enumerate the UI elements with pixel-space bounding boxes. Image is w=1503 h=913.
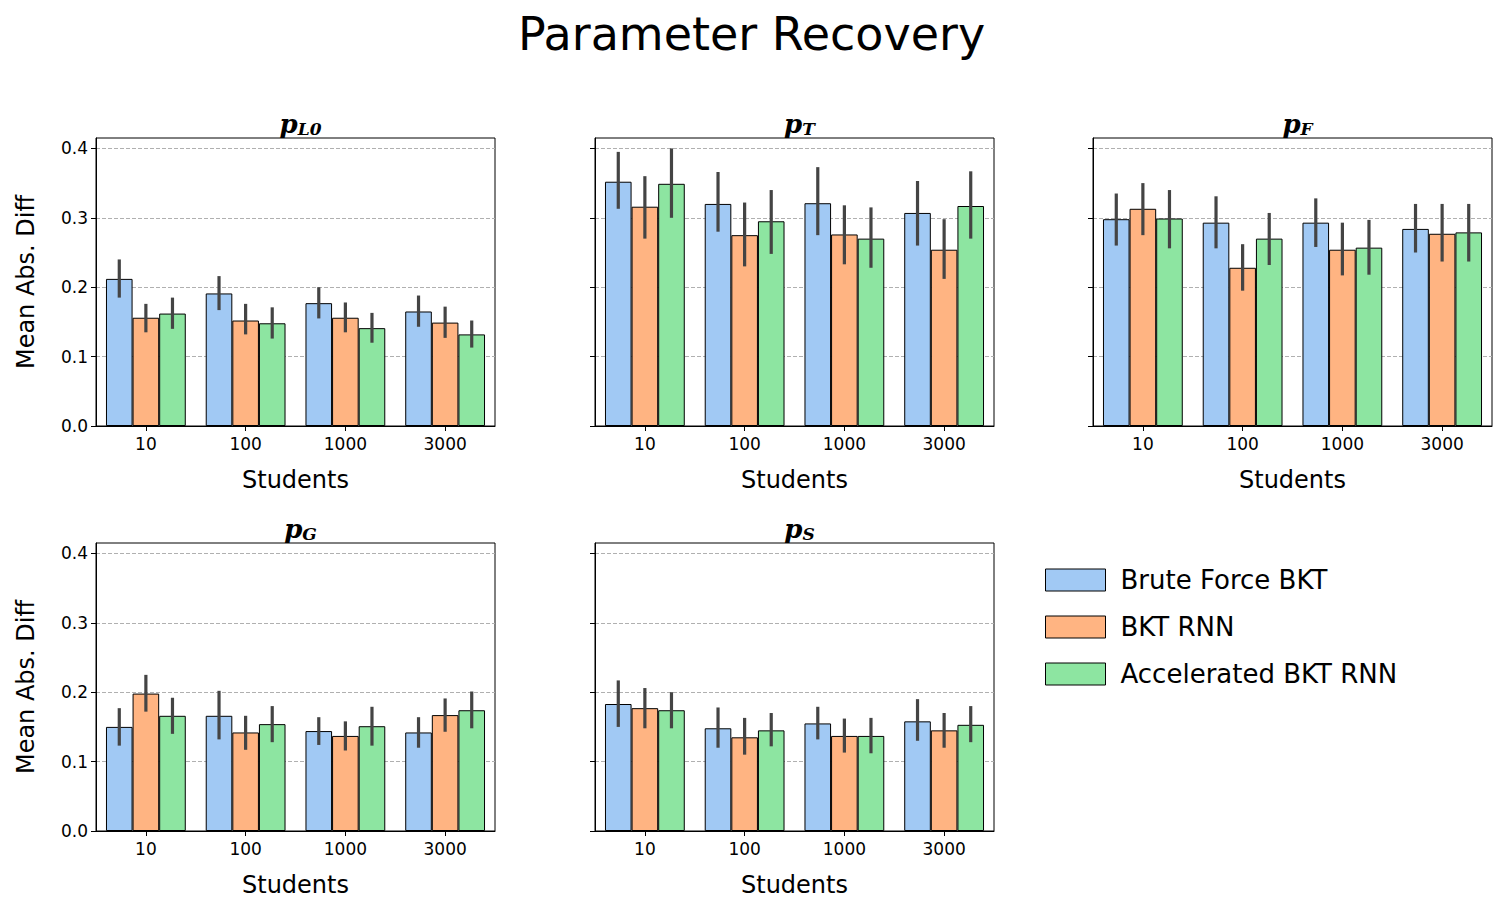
svg-text:Parameter Recovery: Parameter Recovery: [518, 7, 985, 61]
svg-text:p: p: [280, 109, 298, 139]
svg-text:0.1: 0.1: [61, 347, 88, 367]
svg-text:p: p: [784, 109, 802, 139]
svg-text:100: 100: [229, 839, 261, 859]
svg-text:BKT RNN: BKT RNN: [1121, 612, 1235, 642]
svg-text:3000: 3000: [423, 434, 466, 454]
svg-text:100: 100: [1226, 434, 1258, 454]
svg-text:3000: 3000: [922, 839, 965, 859]
svg-text:0.0: 0.0: [61, 416, 88, 436]
svg-text:Students: Students: [242, 871, 349, 899]
svg-text:F: F: [1300, 119, 1315, 139]
svg-text:p: p: [1282, 109, 1300, 139]
svg-text:0.2: 0.2: [61, 277, 88, 297]
svg-text:10: 10: [135, 839, 157, 859]
svg-text:Brute Force BKT: Brute Force BKT: [1121, 565, 1328, 595]
svg-text:p: p: [284, 514, 302, 544]
svg-text:L0: L0: [297, 119, 322, 139]
svg-text:0.4: 0.4: [61, 543, 88, 563]
svg-text:0.4: 0.4: [61, 138, 88, 158]
svg-text:Mean Abs. Diff: Mean Abs. Diff: [12, 599, 40, 774]
svg-text:0.2: 0.2: [61, 682, 88, 702]
svg-text:Students: Students: [741, 871, 848, 899]
svg-text:10: 10: [634, 434, 656, 454]
svg-text:1000: 1000: [324, 434, 367, 454]
svg-text:Accelerated BKT RNN: Accelerated BKT RNN: [1121, 659, 1398, 689]
svg-text:0.0: 0.0: [61, 821, 88, 841]
svg-text:1000: 1000: [823, 434, 866, 454]
svg-text:Students: Students: [1239, 466, 1346, 494]
svg-text:S: S: [802, 524, 814, 544]
svg-text:Students: Students: [741, 466, 848, 494]
svg-text:T: T: [802, 119, 816, 139]
svg-text:10: 10: [634, 839, 656, 859]
svg-text:10: 10: [135, 434, 157, 454]
svg-text:G: G: [302, 524, 317, 544]
svg-text:1000: 1000: [324, 839, 367, 859]
svg-text:1000: 1000: [1321, 434, 1364, 454]
svg-text:100: 100: [229, 434, 261, 454]
svg-text:p: p: [784, 514, 802, 544]
svg-text:10: 10: [1132, 434, 1154, 454]
svg-text:3000: 3000: [423, 839, 466, 859]
svg-text:0.1: 0.1: [61, 752, 88, 772]
svg-text:3000: 3000: [1420, 434, 1463, 454]
svg-text:Mean Abs. Diff: Mean Abs. Diff: [12, 194, 40, 369]
svg-text:1000: 1000: [823, 839, 866, 859]
svg-text:Students: Students: [242, 466, 349, 494]
svg-text:3000: 3000: [922, 434, 965, 454]
svg-text:0.3: 0.3: [61, 613, 88, 633]
svg-text:100: 100: [728, 839, 760, 859]
svg-text:0.3: 0.3: [61, 208, 88, 228]
svg-text:100: 100: [728, 434, 760, 454]
